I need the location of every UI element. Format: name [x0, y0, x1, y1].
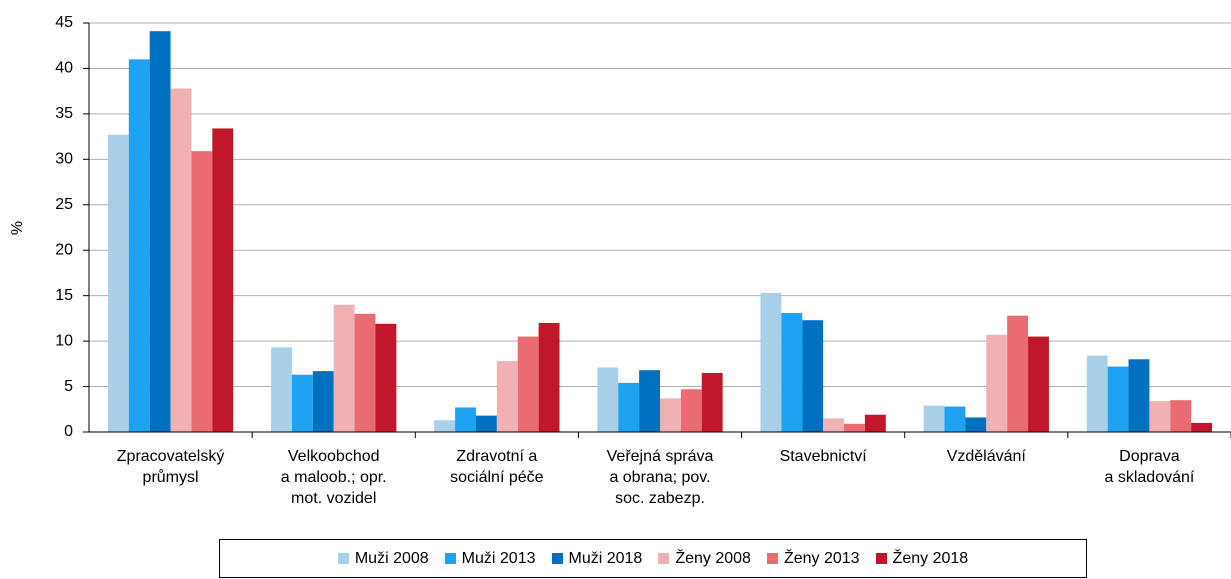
bar: [1086, 355, 1108, 432]
bar: [128, 59, 150, 432]
bar: [660, 398, 681, 432]
legend-swatch: [444, 553, 456, 564]
legend-label: Muži 2008: [354, 549, 429, 567]
y-tick-label: 10: [55, 332, 73, 349]
bar: [1149, 401, 1171, 432]
y-tick-label: 30: [55, 151, 73, 168]
bar: [864, 414, 886, 432]
bar: [844, 423, 865, 432]
bar: [149, 31, 171, 433]
y-tick-label: 35: [55, 105, 73, 122]
x-tick-label: Doprava a skladování: [1104, 448, 1195, 486]
legend-label: Muži 2018: [568, 549, 643, 567]
legend-swatch: [551, 553, 563, 564]
bar: [191, 151, 213, 433]
y-tick-label: 15: [55, 287, 73, 304]
bar: [944, 406, 966, 432]
bar: [823, 418, 845, 432]
bar: [597, 367, 619, 432]
x-tick-label: Veřejná správa a obrana; pov. soc. zabez…: [606, 448, 714, 507]
bar: [701, 372, 723, 432]
legend-swatch: [875, 553, 887, 564]
bar: [312, 371, 334, 432]
x-tick-label: Vzdělávání: [946, 448, 1026, 465]
legend-label: Ženy 2008: [675, 549, 751, 567]
x-tick-label: Zpracovatelský průmysl: [116, 448, 225, 486]
legend: Muži 2008 Muži 2013 Muži 2018 Ženy 2008 Ženy…: [219, 539, 1087, 578]
legend-swatch: [658, 553, 670, 564]
bar: [1028, 336, 1049, 432]
x-tick-label: Zdravotní a sociální péče: [450, 448, 544, 486]
bar: [354, 313, 376, 432]
bar: [212, 128, 234, 433]
bar: [1128, 359, 1150, 432]
y-tick-label: 20: [55, 241, 73, 258]
bar: [517, 336, 539, 432]
bar: [986, 334, 1008, 432]
bar: [1107, 366, 1129, 432]
legend-swatch: [337, 553, 349, 564]
bar: [170, 88, 192, 432]
x-tick-label: Stavebnictví: [779, 448, 867, 465]
legend-swatch: [766, 553, 778, 564]
bar: [1191, 422, 1213, 432]
bar: [923, 405, 945, 432]
bar: [1170, 400, 1192, 432]
bar: [475, 415, 497, 432]
legend-label: Ženy 2013: [783, 549, 860, 567]
legend-item: Muži 2013: [444, 549, 536, 568]
bar: [271, 347, 292, 432]
legend-item: Muži 2008: [337, 549, 429, 568]
legend-item: Ženy 2013: [766, 549, 860, 568]
bar: [639, 370, 660, 432]
y-tick-label: 0: [64, 423, 73, 440]
bar: [496, 361, 518, 432]
bar: [333, 304, 355, 432]
y-tick-label: 25: [55, 196, 73, 213]
bar: [965, 417, 987, 432]
bar: [375, 323, 397, 432]
legend-label: Ženy 2018: [892, 549, 969, 567]
bar: [538, 322, 560, 432]
bar: [1007, 315, 1029, 432]
legend-item: Ženy 2008: [658, 550, 751, 568]
bar: [107, 134, 129, 432]
bar: [760, 292, 782, 432]
y-axis-label: %: [9, 221, 26, 235]
bar: [434, 420, 456, 432]
y-tick-label: 40: [55, 60, 73, 77]
bar: [455, 407, 476, 432]
legend-label: Muži 2013: [461, 549, 536, 567]
y-tick-label: 45: [55, 14, 73, 31]
x-tick-label: Velkoobchod a maloob.; opr. mot. vozidel: [280, 448, 387, 507]
bar: [781, 312, 803, 432]
bar: [291, 374, 313, 432]
legend-item: Ženy 2018: [875, 549, 969, 568]
bar: [802, 320, 824, 432]
y-tick-label: 5: [64, 378, 73, 395]
bar: [680, 389, 702, 432]
bar: [618, 382, 640, 432]
legend-item: Muži 2018: [551, 549, 643, 568]
